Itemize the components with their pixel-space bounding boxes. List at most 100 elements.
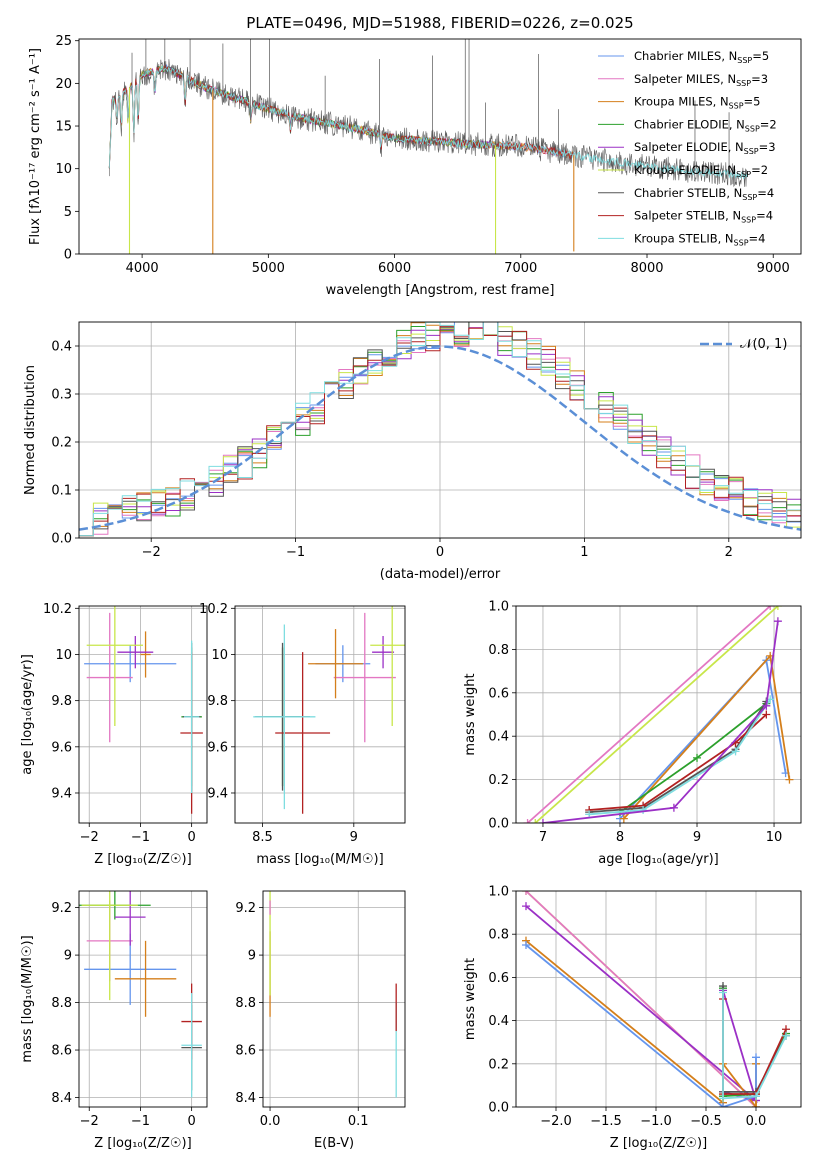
- y-tick-label: 9.6: [51, 740, 72, 755]
- y-tick-label: 9.8: [51, 694, 72, 709]
- plus-marker: [619, 814, 628, 823]
- error-bars: [269, 891, 397, 1098]
- data-point: [86, 612, 133, 743]
- axes-frame: [515, 605, 802, 824]
- spectrum-line: [108, 64, 574, 169]
- y-tick-label: 25: [55, 34, 72, 49]
- y-tick-label: 8.4: [51, 1091, 72, 1106]
- y-tick-label: 0.3: [51, 388, 72, 403]
- x-tick-label: 10: [766, 830, 783, 845]
- x-tick-label: 9: [693, 830, 701, 845]
- data-point: [183, 640, 200, 793]
- legend-label: Salpeter MILES, NSSP=3: [634, 72, 768, 88]
- weight-series: [525, 940, 757, 1107]
- data-point: [81, 891, 138, 1001]
- axes-frame: [78, 605, 208, 824]
- plus-marker: [538, 819, 547, 823]
- data-point: [114, 940, 177, 1017]
- plus-marker: [773, 617, 782, 626]
- plus-marker: [719, 1103, 727, 1107]
- y-tick-label: 0.2: [488, 773, 509, 788]
- x-tick-label: 2: [725, 545, 733, 560]
- x-tick-label: 1: [580, 545, 588, 560]
- plus-marker: [531, 819, 540, 823]
- x-tick-label: 7000: [504, 261, 537, 276]
- x-tick-label: 4000: [126, 261, 159, 276]
- axes-frame: [515, 890, 802, 1108]
- weight-series: [525, 891, 757, 1107]
- y-tick-label: 8.6: [51, 1044, 72, 1059]
- legend-label: Kroupa MILES, NSSP=5: [634, 95, 760, 111]
- y-axis-label: Flux [fλ10⁻¹⁷ erg cm⁻² s⁻¹ A⁻¹]: [28, 48, 43, 245]
- x-tick-label: 0: [187, 1114, 195, 1129]
- spectrum-line: [108, 65, 748, 179]
- x-tick-label: 9000: [757, 261, 790, 276]
- error-bars: [79, 891, 202, 1098]
- y-tick-label: 10: [55, 162, 72, 177]
- plus-marker: [766, 606, 775, 610]
- spectrum-line: [108, 65, 574, 169]
- y-tick-label: 9: [64, 949, 72, 964]
- x-axis-label: E(B-V): [314, 1136, 354, 1151]
- error-bars: [253, 606, 405, 814]
- x-axis-label: mass [log₁₀(M/M☉)]: [256, 852, 383, 867]
- weight-series: [525, 944, 757, 1107]
- y-tick-label: 8.6: [235, 1044, 256, 1059]
- x-tick-label: −1.5: [590, 1114, 622, 1129]
- x-axis-label: Z [log₁₀(Z/Z☉)]: [94, 852, 191, 867]
- plus-marker: [522, 941, 530, 949]
- x-tick-label: −2: [80, 1114, 99, 1129]
- plus-marker: [785, 775, 794, 784]
- y-tick-label: 0.8: [488, 643, 509, 658]
- weight-series: [589, 698, 771, 816]
- plus-marker: [752, 1103, 760, 1107]
- plus-marker: [773, 606, 782, 610]
- error-bars: [84, 606, 203, 814]
- x-axis-label: age [log₁₀(age/yr)]: [598, 852, 719, 867]
- legend-label: 𝒩(0, 1): [740, 337, 787, 352]
- x-axis-label: wavelength [Angstrom, rest frame]: [326, 283, 555, 298]
- y-tick-label: 0.6: [488, 686, 509, 701]
- plus-marker: [693, 753, 702, 762]
- y-tick-label: 0.4: [488, 730, 509, 745]
- y-axis-label: Normed distribution: [23, 365, 38, 495]
- x-tick-label: −0.5: [690, 1114, 722, 1129]
- axes-frame: [234, 605, 406, 824]
- x-tick-label: −2: [80, 830, 99, 845]
- weight-lines: [522, 891, 790, 1107]
- age-vs-mass-chart: 8.5 9 9.4 9.6 9.8 10 10.2 mass [log₁₀(M/M☉)]: [199, 602, 406, 867]
- plus-marker: [782, 1031, 790, 1040]
- legend: 𝒩(0, 1): [700, 337, 787, 352]
- spectrum-line: [108, 64, 574, 169]
- y-tick-label: 9.4: [207, 786, 228, 801]
- data-point: [370, 606, 405, 727]
- x-tick-label: 5000: [252, 261, 285, 276]
- data-point: [275, 652, 331, 814]
- x-tick-label: 8: [616, 830, 624, 845]
- y-tick-label: 0.6: [488, 971, 509, 986]
- y-tick-label: 9.8: [207, 694, 228, 709]
- spectrum-chart: 4000 5000 6000 7000 8000 9000 0 5 10 15 20 25 wavele…: [28, 14, 802, 298]
- weight-series: [623, 653, 791, 820]
- y-tick-label: 9.4: [51, 786, 72, 801]
- y-tick-label: 9: [248, 949, 256, 964]
- plus-marker: [719, 1094, 727, 1103]
- y-tick-label: 0.8: [488, 928, 509, 943]
- spectrum-line: [108, 64, 574, 169]
- mass-vs-ebv-chart: 0.0 0.1 8.4 8.6 8.8 9 9.2 E(B-V): [235, 890, 406, 1151]
- plus-marker: [752, 1053, 760, 1062]
- chart-title: PLATE=0496, MJD=51988, FIBERID=0226, z=0…: [246, 14, 633, 32]
- data-point: [253, 624, 316, 810]
- age-vs-z-chart: −2 −1 0 9.4 9.6 9.8 10 10.2 Z [log₁₀(Z/Z☉)] age […: [20, 602, 208, 867]
- x-tick-label: 8000: [630, 261, 663, 276]
- x-tick-label: 0.0: [260, 1114, 281, 1129]
- legend-label: Kroupa ELODIE, NSSP=2: [634, 163, 768, 179]
- x-tick-label: 9: [350, 830, 358, 845]
- y-tick-label: 0.0: [488, 1101, 509, 1116]
- y-tick-label: 5: [64, 205, 72, 220]
- y-tick-label: 10.2: [199, 602, 228, 617]
- y-tick-label: 0.1: [51, 484, 72, 499]
- y-tick-label: 10: [211, 648, 228, 663]
- weight-vs-age-chart: 7 8 9 10 0.0 0.2 0.4 0.6 0.8 1.0 age [log₁₀(age/yr…: [463, 600, 802, 867]
- data-point: [114, 891, 146, 946]
